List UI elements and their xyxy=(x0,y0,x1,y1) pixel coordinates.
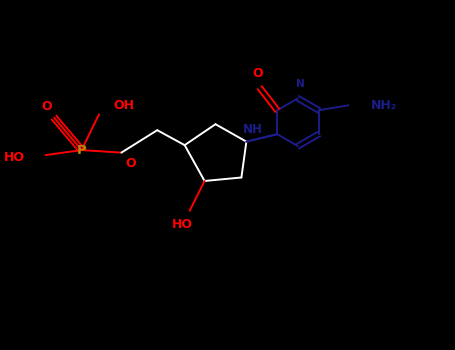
Text: NH₂: NH₂ xyxy=(371,99,397,112)
Text: HO: HO xyxy=(4,151,25,164)
Text: OH: OH xyxy=(113,99,134,112)
Text: HO: HO xyxy=(172,218,192,231)
Text: O: O xyxy=(252,68,263,80)
Text: N: N xyxy=(296,79,305,89)
Text: O: O xyxy=(125,157,136,170)
Text: P: P xyxy=(77,144,86,156)
Text: O: O xyxy=(41,100,52,113)
Text: NH: NH xyxy=(243,123,263,136)
